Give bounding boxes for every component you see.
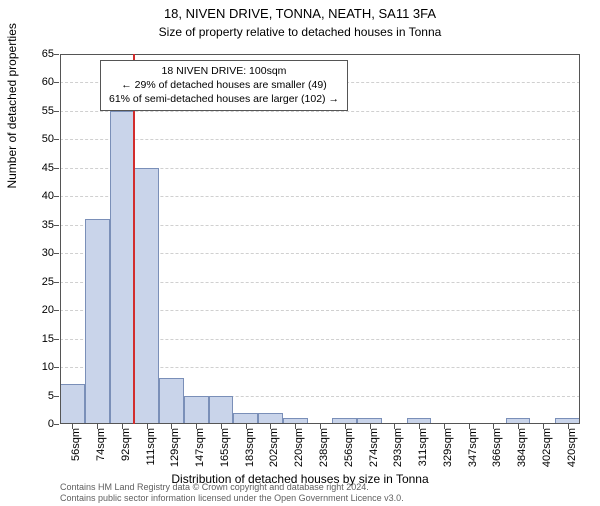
y-tick bbox=[54, 253, 59, 254]
y-axis-title: Number of detached properties bbox=[5, 23, 19, 188]
y-tick-label: 65 bbox=[32, 48, 54, 60]
y-tick bbox=[54, 225, 59, 226]
y-tick-label: 55 bbox=[32, 105, 54, 117]
y-tick bbox=[54, 367, 59, 368]
annotation-box: 18 NIVEN DRIVE: 100sqm← 29% of detached … bbox=[100, 60, 348, 111]
y-tick bbox=[54, 339, 59, 340]
y-tick-label: 5 bbox=[32, 390, 54, 402]
x-tick-label: 366sqm bbox=[491, 428, 503, 467]
grid-line bbox=[60, 111, 580, 112]
x-tick-label: 347sqm bbox=[467, 428, 479, 467]
x-tick-label: 329sqm bbox=[442, 428, 454, 467]
annotation-line: 18 NIVEN DRIVE: 100sqm bbox=[109, 64, 339, 78]
attribution-line-1: Contains HM Land Registry data © Crown c… bbox=[60, 482, 404, 493]
histogram-bar bbox=[134, 168, 159, 424]
x-axis-line bbox=[60, 423, 580, 424]
y-tick bbox=[54, 168, 59, 169]
y-tick bbox=[54, 196, 59, 197]
y-tick-label: 10 bbox=[32, 361, 54, 373]
y-tick-label: 45 bbox=[32, 162, 54, 174]
x-tick-label: 311sqm bbox=[417, 428, 429, 466]
chart-subtitle: Size of property relative to detached ho… bbox=[0, 25, 600, 39]
histogram-bar bbox=[159, 378, 184, 424]
histogram-bar bbox=[184, 396, 209, 424]
y-tick-label: 20 bbox=[32, 304, 54, 316]
y-tick bbox=[54, 111, 59, 112]
y-tick-label: 40 bbox=[32, 190, 54, 202]
chart-title: 18, NIVEN DRIVE, TONNA, NEATH, SA11 3FA bbox=[0, 6, 600, 23]
chart-container: 18, NIVEN DRIVE, TONNA, NEATH, SA11 3FA … bbox=[0, 6, 600, 506]
attribution-line-2: Contains public sector information licen… bbox=[60, 493, 404, 504]
x-tick-label: 111sqm bbox=[145, 428, 157, 466]
y-tick bbox=[54, 82, 59, 83]
y-tick bbox=[54, 54, 59, 55]
x-tick-label: 129sqm bbox=[169, 428, 181, 467]
histogram-bar bbox=[85, 219, 110, 424]
x-tick-label: 238sqm bbox=[318, 428, 330, 467]
top-spine bbox=[60, 54, 580, 55]
histogram-bar bbox=[209, 396, 234, 424]
y-tick-label: 50 bbox=[32, 133, 54, 145]
x-tick-label: 256sqm bbox=[343, 428, 355, 467]
x-tick-label: 165sqm bbox=[219, 428, 231, 467]
attribution-text: Contains HM Land Registry data © Crown c… bbox=[60, 482, 404, 505]
y-axis-line bbox=[60, 54, 61, 424]
x-tick-label: 220sqm bbox=[293, 428, 305, 467]
x-tick-label: 183sqm bbox=[244, 428, 256, 467]
histogram-bar bbox=[60, 384, 85, 424]
right-spine bbox=[579, 54, 580, 424]
x-tick-label: 147sqm bbox=[194, 428, 206, 467]
y-tick-label: 35 bbox=[32, 219, 54, 231]
y-tick bbox=[54, 396, 59, 397]
plot-area: 0510152025303540455055606556sqm74sqm92sq… bbox=[60, 54, 580, 424]
x-tick-label: 92sqm bbox=[120, 428, 132, 461]
y-tick-label: 60 bbox=[32, 76, 54, 88]
y-tick-label: 25 bbox=[32, 276, 54, 288]
y-tick bbox=[54, 282, 59, 283]
x-tick-label: 420sqm bbox=[566, 428, 578, 467]
x-tick-label: 74sqm bbox=[95, 428, 107, 461]
y-tick bbox=[54, 424, 59, 425]
x-tick-label: 402sqm bbox=[541, 428, 553, 467]
histogram-bar bbox=[110, 111, 135, 424]
x-tick-label: 384sqm bbox=[516, 428, 528, 467]
y-tick-label: 15 bbox=[32, 333, 54, 345]
annotation-line: ← 29% of detached houses are smaller (49… bbox=[109, 78, 339, 92]
x-tick-label: 56sqm bbox=[70, 428, 82, 461]
y-tick-label: 30 bbox=[32, 247, 54, 259]
x-tick-label: 274sqm bbox=[368, 428, 380, 467]
x-tick-label: 293sqm bbox=[392, 428, 404, 467]
grid-line bbox=[60, 139, 580, 140]
annotation-line: 61% of semi-detached houses are larger (… bbox=[109, 92, 339, 106]
y-tick bbox=[54, 139, 59, 140]
y-tick-label: 0 bbox=[32, 418, 54, 430]
y-tick bbox=[54, 310, 59, 311]
x-tick-label: 202sqm bbox=[268, 428, 280, 467]
